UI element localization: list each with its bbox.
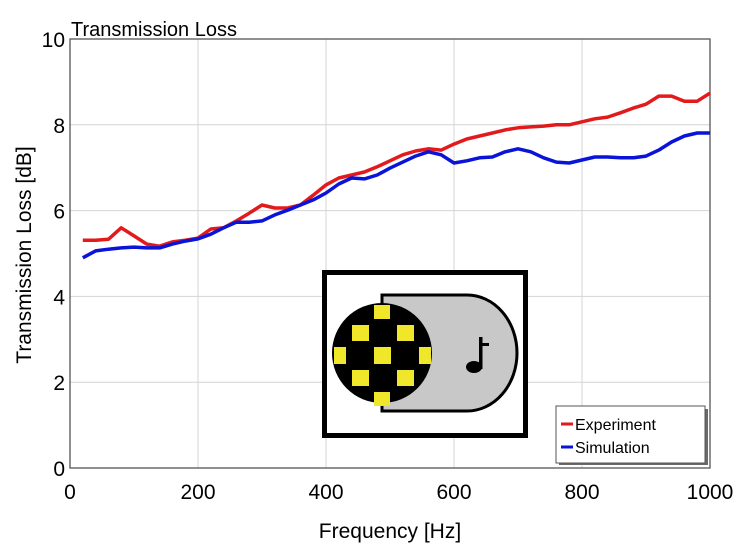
y-tick-label: 6 (53, 201, 65, 224)
x-ticks: 0 200 400 600 800 1000 (64, 481, 733, 504)
x-tick-label: 400 (308, 481, 343, 504)
x-tick-label: 0 (64, 481, 76, 504)
y-tick-label: 0 (53, 458, 65, 481)
series-line-experiment (82, 91, 711, 248)
x-tick-label: 200 (180, 481, 215, 504)
x-axis-label: Frequency [Hz] (319, 520, 461, 543)
y-ticks: 0 2 4 6 8 10 (42, 29, 66, 481)
plot-frame (69, 38, 711, 469)
y-tick-label: 2 (53, 372, 65, 395)
chart-title: Transmission Loss (71, 19, 237, 41)
y-tick-label: 4 (53, 286, 65, 309)
y-tick-label: 10 (42, 29, 65, 52)
music-note-icon (466, 337, 489, 373)
legend: Experiment Simulation (555, 405, 708, 465)
audio-video-toggle-icon (322, 270, 528, 438)
y-axis-label: Transmission Loss [dB] (13, 146, 36, 363)
legend-label-simulation: Simulation (575, 440, 650, 457)
x-tick-label: 600 (436, 481, 471, 504)
legend-label-experiment: Experiment (575, 417, 656, 434)
series-lines (81, 91, 711, 260)
x-tick-label: 800 (564, 481, 599, 504)
series-line-simulation (81, 131, 710, 260)
x-tick-label: 1000 (687, 481, 734, 504)
y-tick-label: 8 (53, 115, 65, 138)
